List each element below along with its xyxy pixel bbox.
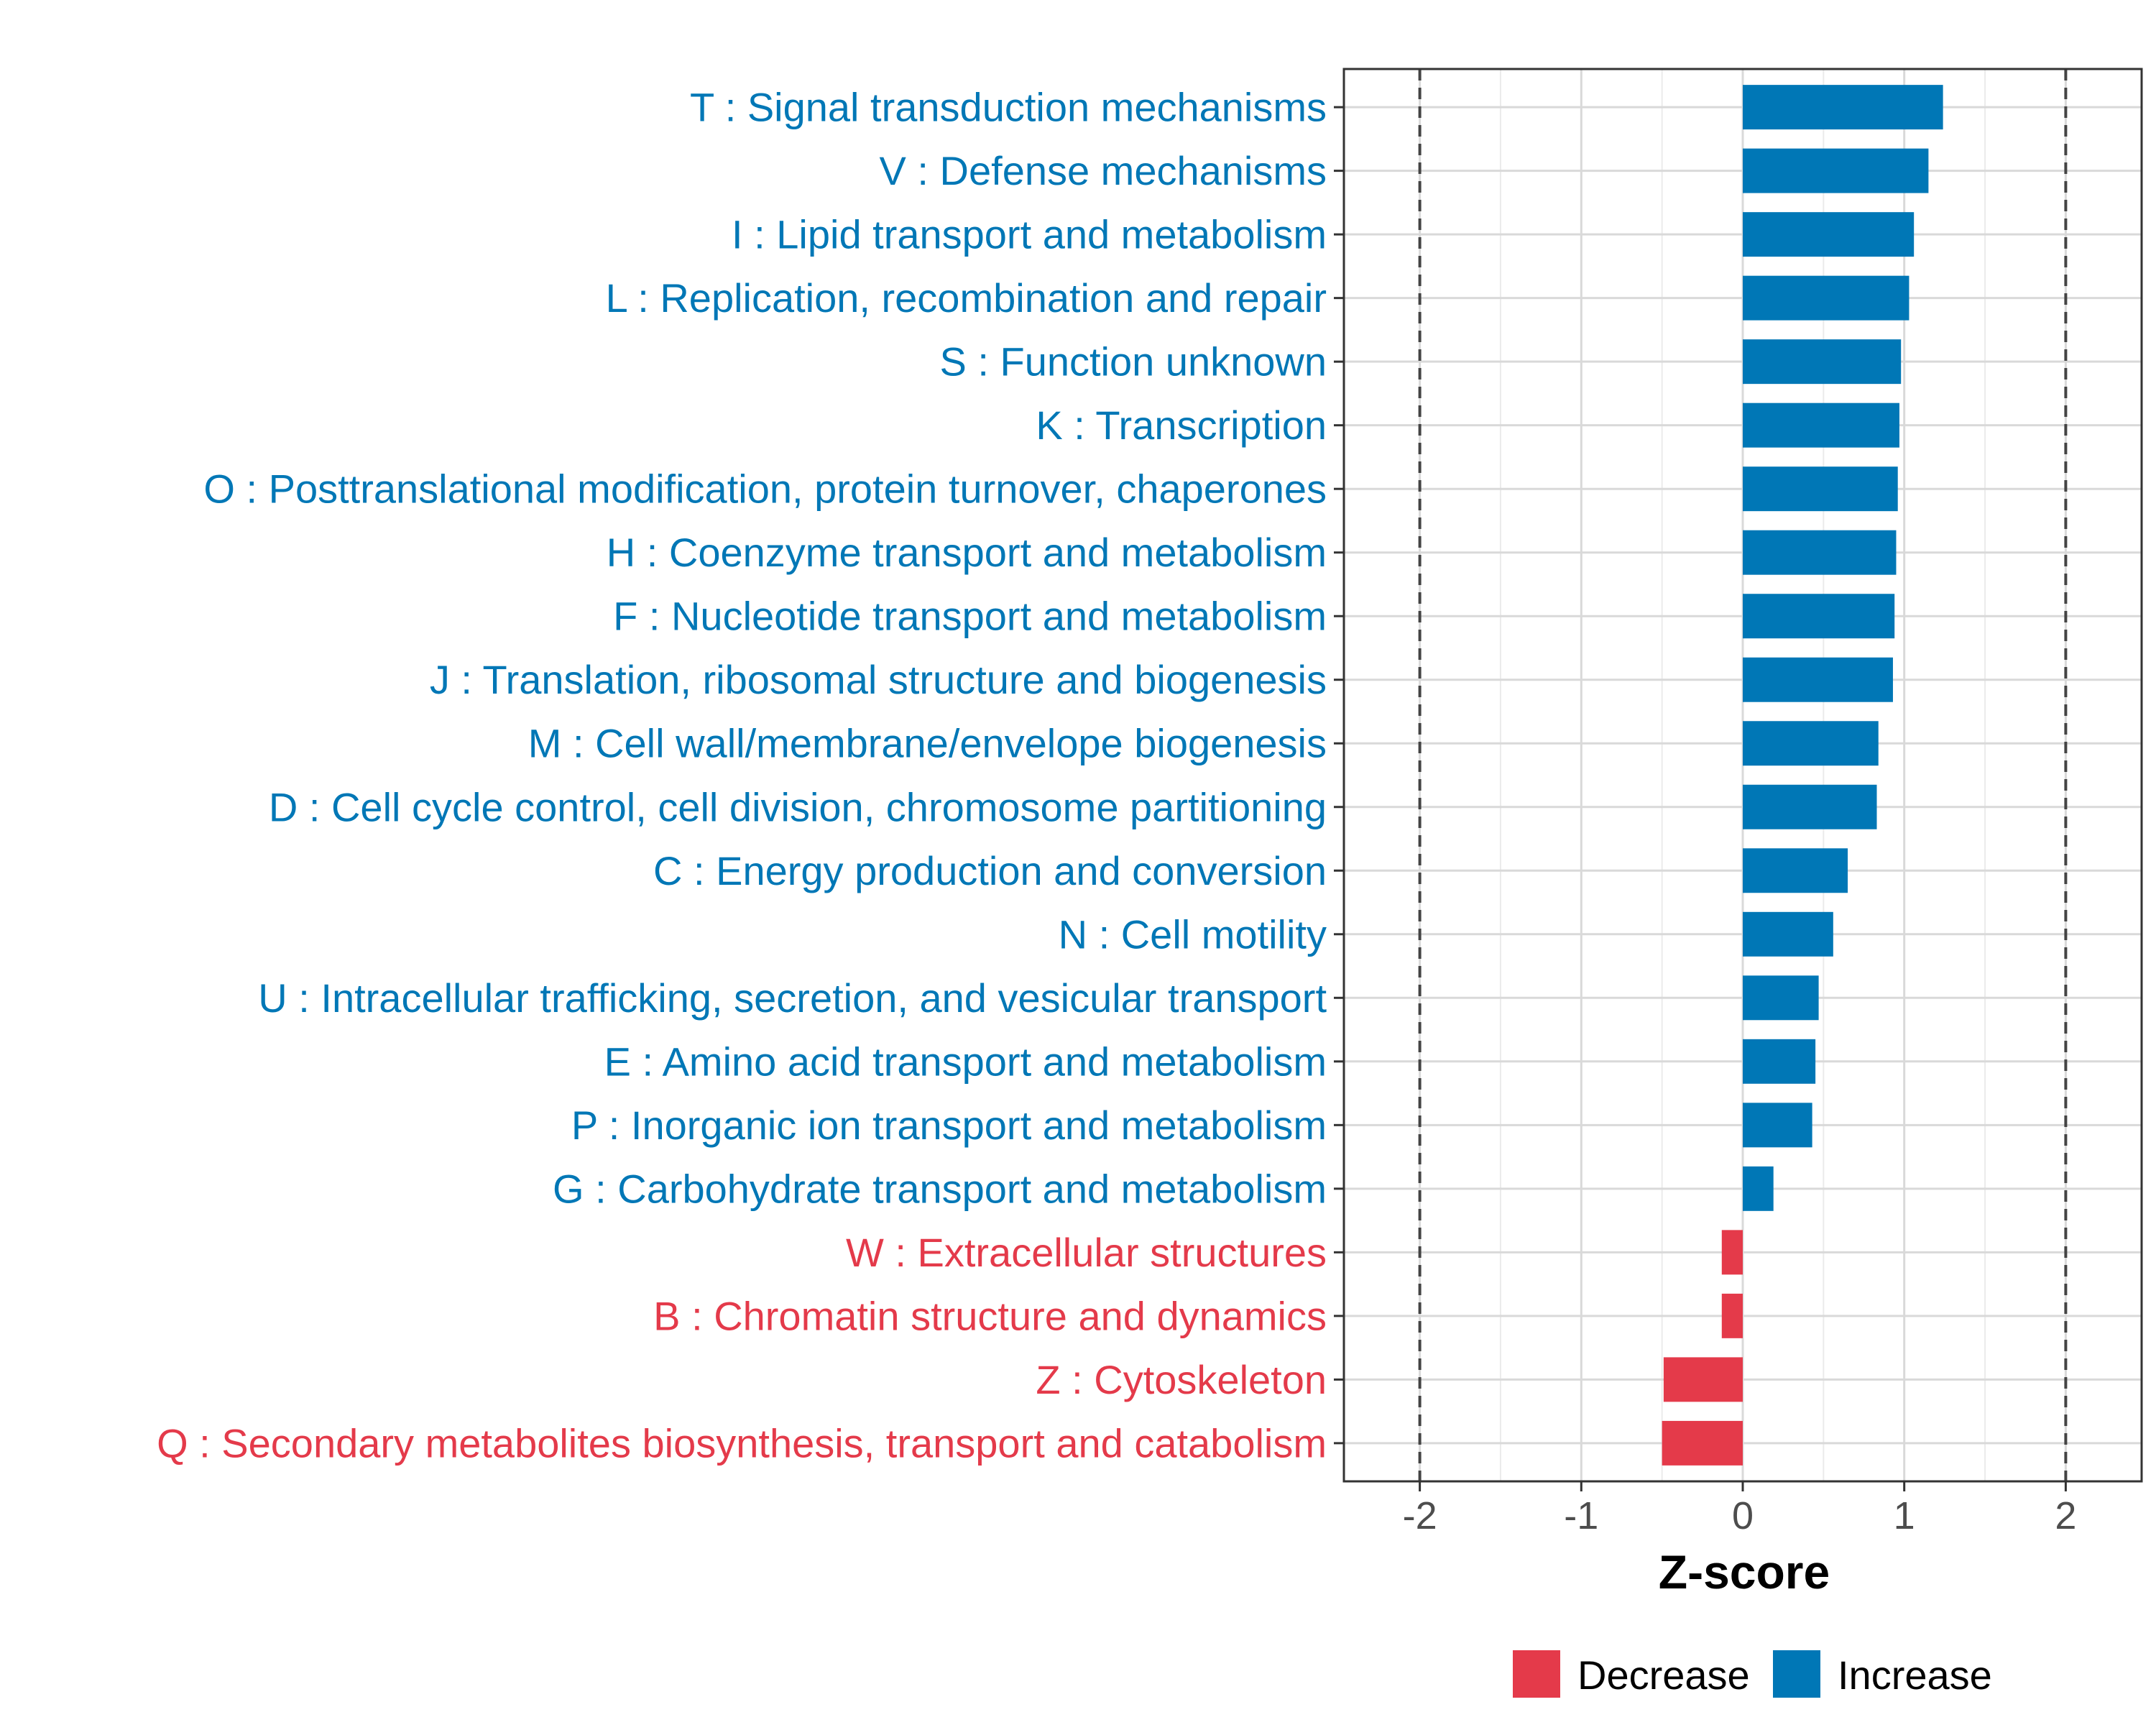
bar	[1743, 402, 1899, 448]
category-label: L : Replication, recombination and repai…	[606, 275, 1327, 321]
category-label: K : Transcription	[1036, 402, 1327, 448]
bar	[1743, 911, 1833, 957]
bar	[1743, 530, 1897, 575]
bar	[1743, 1166, 1774, 1211]
category-label: E : Amino acid transport and metabolism	[604, 1039, 1327, 1084]
bar	[1743, 784, 1877, 829]
x-tick-label: 2	[2055, 1494, 2076, 1537]
bar	[1743, 148, 1929, 193]
category-label: B : Chromatin structure and dynamics	[653, 1293, 1327, 1338]
category-label: D : Cell cycle control, cell division, c…	[269, 784, 1327, 829]
legend-swatch-decrease	[1513, 1650, 1560, 1698]
category-label: G : Carbohydrate transport and metabolis…	[553, 1166, 1327, 1211]
legend-label-decrease: Decrease	[1577, 1652, 1750, 1698]
category-label: C : Energy production and conversion	[653, 848, 1327, 893]
category-label: P : Inorganic ion transport and metaboli…	[571, 1103, 1327, 1148]
bar	[1721, 1293, 1743, 1338]
category-label: N : Cell motility	[1059, 911, 1327, 957]
bar	[1743, 657, 1893, 702]
bar	[1743, 1039, 1816, 1084]
bar	[1743, 85, 1943, 130]
category-label: W : Extracellular structures	[846, 1230, 1327, 1275]
bar	[1743, 339, 1902, 385]
x-tick-label: -2	[1403, 1494, 1437, 1537]
x-tick-label: 1	[1894, 1494, 1915, 1537]
category-label: Q : Secondary metabolites biosynthesis, …	[157, 1420, 1327, 1466]
category-label: M : Cell wall/membrane/envelope biogenes…	[528, 721, 1327, 766]
bar	[1662, 1420, 1743, 1466]
bar	[1743, 466, 1898, 512]
category-label: V : Defense mechanisms	[880, 148, 1327, 193]
bar	[1743, 212, 1915, 257]
category-label: T : Signal transduction mechanisms	[690, 85, 1327, 130]
category-label: J : Translation, ribosomal structure and…	[430, 657, 1327, 702]
category-label: F : Nucleotide transport and metabolism	[613, 594, 1327, 639]
bar	[1663, 1357, 1743, 1402]
bar	[1743, 975, 1819, 1021]
x-tick-label: 0	[1732, 1494, 1754, 1537]
bar	[1721, 1230, 1743, 1275]
x-axis-title: Z-score	[1659, 1545, 1830, 1598]
reference-lines	[1418, 69, 2068, 1481]
bars	[1662, 85, 1943, 1466]
category-labels: T : Signal transduction mechanisms V : De…	[157, 85, 1327, 1466]
bar	[1743, 721, 1879, 766]
category-label: I : Lipid transport and metabolism	[732, 212, 1327, 257]
bar	[1743, 275, 1909, 321]
bar	[1743, 848, 1848, 893]
x-tick-labels: -2 -1 0 1 2	[1403, 1494, 2077, 1537]
legend-swatch-increase	[1773, 1650, 1820, 1698]
category-label: Z : Cytoskeleton	[1036, 1357, 1327, 1402]
axis-ticks	[1334, 106, 2067, 1491]
legend-label-increase: Increase	[1838, 1652, 1992, 1698]
bar	[1743, 594, 1895, 639]
category-label: H : Coenzyme transport and metabolism	[607, 530, 1327, 575]
category-label: S : Function unknown	[939, 339, 1327, 385]
x-tick-label: -1	[1564, 1494, 1598, 1537]
legend: Decrease Increase	[1513, 1650, 1992, 1698]
category-label: U : Intracellular trafficking, secretion…	[258, 975, 1327, 1021]
category-label: O : Posttranslational modification, prot…	[203, 466, 1327, 512]
bar	[1743, 1103, 1812, 1148]
